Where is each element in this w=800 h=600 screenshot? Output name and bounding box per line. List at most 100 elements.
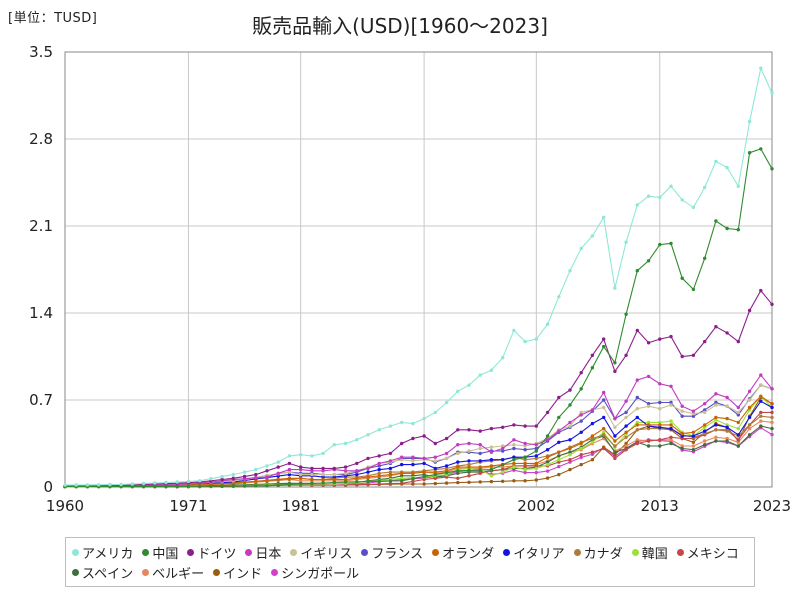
data-point [590,434,595,438]
data-point [512,438,516,442]
data-point [545,434,550,438]
grid-lines [65,52,772,487]
data-point [287,476,292,480]
data-point [321,451,325,456]
series-layer [63,66,774,489]
data-point [388,470,393,474]
legend-label: インド [223,566,263,582]
data-point [85,483,90,487]
data-point [287,470,292,474]
data-point [287,454,292,458]
data-point [433,470,437,474]
data-point [714,418,718,422]
data-point [680,431,684,436]
data-point [501,446,505,451]
data-point [422,461,426,466]
legend-item: アメリカ [72,542,133,562]
data-point [579,455,583,460]
data-point [501,425,505,429]
data-point [545,462,550,467]
data-point [747,308,752,313]
data-point [602,344,606,349]
data-point [355,483,359,487]
data-point [703,256,707,260]
data-point [489,464,494,468]
data-point [534,454,538,458]
data-point [714,219,718,223]
data-point [680,444,684,448]
data-point [579,419,583,423]
data-point [377,464,381,468]
data-point [366,482,370,487]
data-point [366,466,370,471]
data-point [388,479,393,483]
data-point [736,228,740,232]
legend-item: 日本 [245,542,281,562]
data-point [703,402,707,406]
unit-label: [単位：TUSD] [8,11,98,26]
data-point [579,410,583,415]
legend-item: オランダ [432,542,494,562]
data-point [467,474,471,478]
data-point [736,405,740,410]
data-point [377,482,381,486]
legend-label: 日本 [255,546,282,562]
data-point [299,482,303,486]
data-point [400,476,404,480]
y-tick-label: 0 [43,478,53,496]
data-point [557,395,561,400]
y-tick-label: 3.5 [29,43,53,61]
data-point [602,337,606,341]
data-point [703,431,707,436]
data-point [310,466,314,471]
data-point [736,184,740,188]
data-point [557,429,561,433]
data-point [736,339,740,344]
data-point [658,425,662,429]
data-point [411,455,415,459]
data-point [489,368,494,372]
data-point [489,445,494,449]
data-point [646,426,651,431]
data-point [590,450,595,454]
data-point [557,440,561,444]
data-point [422,456,426,461]
data-point [489,426,494,431]
data-point [635,441,639,446]
legend-item: イタリア [503,542,565,562]
data-point [321,472,325,477]
data-point [669,384,673,388]
data-point [422,416,426,421]
data-point [299,476,303,480]
data-point [725,425,729,429]
data-point [703,423,707,427]
data-point [489,479,494,484]
data-point [691,353,696,357]
data-point [613,286,617,290]
data-point [433,481,437,486]
data-point [501,462,505,467]
data-point [467,441,471,446]
legend-marker-icon [573,548,581,556]
data-point [388,424,393,428]
data-point [512,461,516,466]
data-point [501,465,505,469]
data-point [321,477,325,482]
data-point [747,389,752,393]
data-point [444,464,449,468]
data-point [422,470,426,474]
data-point [321,466,325,471]
data-point [635,407,639,411]
legend-marker-icon [72,568,79,576]
data-point [456,469,460,473]
data-point [456,465,460,469]
data-point [635,420,639,425]
data-point [478,451,482,456]
data-point [635,415,639,420]
data-point [759,66,763,70]
data-point [669,426,673,431]
data-point [175,484,179,489]
data-point [557,458,561,462]
data-point [568,446,572,451]
data-point [770,415,774,420]
